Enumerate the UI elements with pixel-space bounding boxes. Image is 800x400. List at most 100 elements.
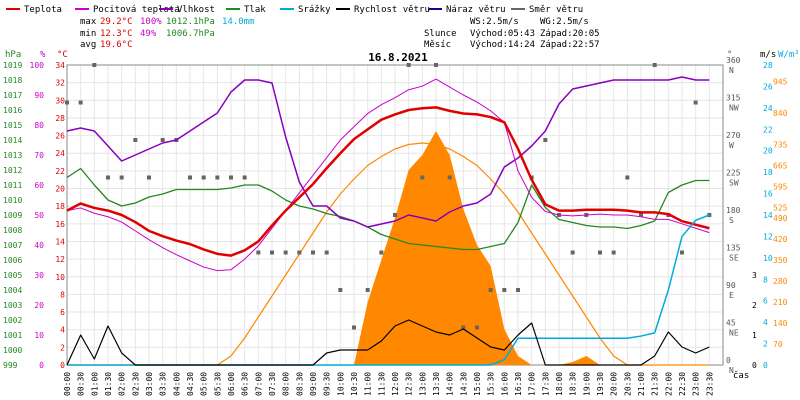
axis-title-hpa: hPa <box>5 50 21 60</box>
tick-label-x: 23:30 <box>705 372 714 396</box>
tick-label-degc: 18 <box>55 202 65 211</box>
wind-direction-point <box>215 175 220 180</box>
wind-direction-point <box>133 138 138 142</box>
tick-label-wm2: 16 <box>763 190 773 199</box>
tick-label-x: 21:30 <box>651 372 660 396</box>
tick-label-deg: 135 <box>726 244 741 253</box>
sunset: Západ:20:05 <box>540 29 600 39</box>
wind-direction-point <box>502 288 507 292</box>
tick-label-x: 22:00 <box>664 372 673 396</box>
tick-label-x: 17:00 <box>528 372 537 396</box>
tick-label-x: 19:30 <box>596 372 605 396</box>
tick-label-sun: 735 <box>773 141 788 150</box>
tick-label-wm2: 0 <box>763 361 768 370</box>
series-wind-speed-line <box>66 319 710 366</box>
tick-label-sun: 280 <box>773 277 788 286</box>
stats-max-label: max <box>80 17 97 27</box>
tick-label-hpa: 1002 <box>3 316 22 325</box>
stats-max-hum: 100% <box>140 17 162 27</box>
tick-label-x: 05:30 <box>213 372 222 396</box>
axis-title-time: čas <box>733 370 749 381</box>
tick-label-hpa: 1011 <box>3 181 22 190</box>
tick-label-degc: 4 <box>60 326 65 335</box>
tick-label-pct: 90 <box>34 91 44 100</box>
tick-label-pct: 0 <box>39 361 44 370</box>
moon-label: Měsíc <box>424 40 451 50</box>
tick-label-pct: 50 <box>34 211 44 220</box>
tick-label-hpa: 1007 <box>3 241 22 250</box>
wind-direction-point <box>324 250 329 255</box>
tick-label-x: 00:00 <box>63 372 72 396</box>
stats-avg-label: avg <box>80 40 96 50</box>
tick-label-x: 19:00 <box>582 372 591 396</box>
tick-label-hpa: 1017 <box>3 91 22 100</box>
wind-direction-point <box>338 288 343 292</box>
wind-direction-point <box>297 250 302 255</box>
tick-label-x: 02:30 <box>131 372 140 396</box>
wind-direction-point <box>147 175 151 180</box>
stats-min-press: 1006.7hPa <box>166 29 215 39</box>
tick-label-dir: NE <box>729 329 739 338</box>
tick-label-x: 21:00 <box>637 372 646 396</box>
tick-label-hpa: 1013 <box>3 151 22 160</box>
wind-direction-point <box>598 250 602 255</box>
tick-label-hpa: 1005 <box>3 271 22 280</box>
tick-label-x: 07:30 <box>268 372 277 396</box>
tick-label-x: 06:00 <box>227 372 236 396</box>
wind-direction-point <box>283 250 288 255</box>
tick-label-x: 18:00 <box>555 372 564 396</box>
series-sunshine-area <box>67 131 710 365</box>
wind-direction-point <box>434 63 438 67</box>
axis-title-pct: % <box>40 50 46 60</box>
tick-label-x: 08:00 <box>282 372 291 396</box>
legend-label: Pocitová teplota <box>93 5 180 15</box>
tick-label-hpa: 1019 <box>3 61 22 70</box>
wind-direction-point <box>639 213 643 217</box>
legend-label: Směr větru <box>529 5 583 15</box>
tick-label-x: 14:00 <box>446 372 455 396</box>
tick-label-degc: 20 <box>55 185 65 194</box>
wind-direction-point <box>420 175 425 180</box>
tick-label-degc: 26 <box>55 132 65 141</box>
tick-label-dir: N <box>729 66 734 75</box>
axis-title-deg: ° <box>727 50 732 60</box>
wind-direction-point <box>516 288 520 292</box>
sun-label: Slunce <box>424 29 457 39</box>
stats-min-temp: 12.3°C <box>100 29 133 39</box>
moonset: Západ:22:57 <box>540 40 600 50</box>
tick-label-pct: 80 <box>34 121 44 130</box>
tick-label-deg: 270 <box>726 131 741 140</box>
tick-label-x: 23:00 <box>692 372 701 396</box>
tick-label-degc: 2 <box>60 343 65 352</box>
tick-label-x: 04:00 <box>172 372 181 396</box>
wind-direction-point <box>393 213 397 217</box>
wind-direction-point <box>256 250 261 255</box>
tick-label-wm2: 18 <box>763 168 773 177</box>
tick-label-hpa: 1009 <box>3 211 22 220</box>
tick-label-x: 02:00 <box>118 372 127 396</box>
tick-label-degc: 14 <box>55 237 65 246</box>
tick-label-wm2: 6 <box>763 297 768 306</box>
tick-label-x: 00:30 <box>77 372 86 396</box>
tick-label-x: 07:00 <box>254 372 263 396</box>
chart-title: 16.8.2021 <box>368 51 428 64</box>
tick-label-wm2: 14 <box>763 211 773 220</box>
legend-label: Srážky <box>298 5 331 15</box>
tick-label-deg: 360 <box>726 56 741 65</box>
tick-label-dir: SE <box>729 254 739 263</box>
tick-label-ms: 3 <box>752 271 757 280</box>
tick-label-deg: 315 <box>726 94 741 103</box>
tick-label-deg: 0 <box>726 356 731 365</box>
tick-label-wm2: 4 <box>763 318 768 327</box>
tick-label-hpa: 1001 <box>3 331 22 340</box>
wind-direction-point <box>693 100 698 105</box>
axis-title-degc: °C <box>57 50 68 60</box>
stats-min-label: min <box>80 29 96 39</box>
tick-label-x: 14:30 <box>459 372 468 396</box>
tick-label-dir: S <box>729 216 734 225</box>
tick-label-x: 10:00 <box>336 372 345 396</box>
tick-label-dir: SW <box>729 179 739 188</box>
tick-label-hpa: 1003 <box>3 301 22 310</box>
tick-label-x: 18:30 <box>569 372 578 396</box>
